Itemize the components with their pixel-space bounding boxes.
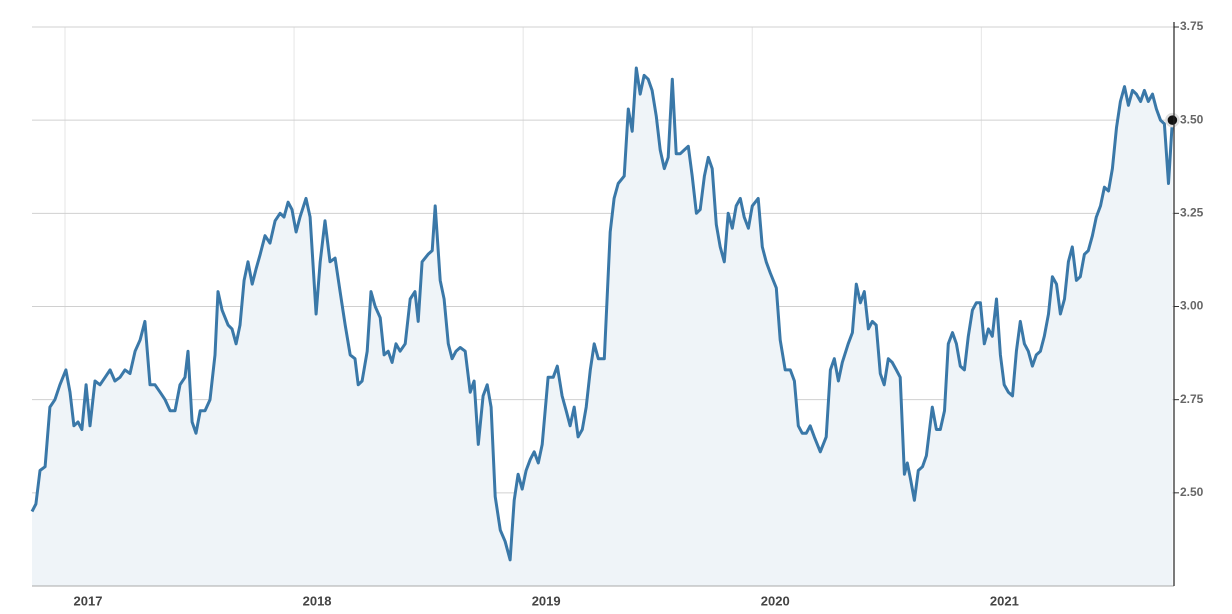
- line: [30, 66, 1174, 562]
- y-tick-label: 3.75: [1180, 19, 1204, 33]
- x-tick-label: 2018: [303, 593, 332, 608]
- y-tick-label: 3.25: [1180, 206, 1204, 220]
- y-tick-label: 2.75: [1180, 392, 1204, 406]
- x-tick-label: 2021: [990, 593, 1019, 608]
- end-marker: [1165, 112, 1180, 128]
- y-tick-label: 3.00: [1180, 299, 1204, 313]
- y-tick-label: 2.50: [1180, 485, 1204, 499]
- x-tick-label: 2020: [761, 593, 790, 608]
- x-tick-label: 2017: [74, 593, 103, 608]
- area: [32, 68, 1173, 586]
- x-tick-label: 2019: [532, 593, 561, 608]
- y-tick-label: 3.50: [1180, 112, 1204, 126]
